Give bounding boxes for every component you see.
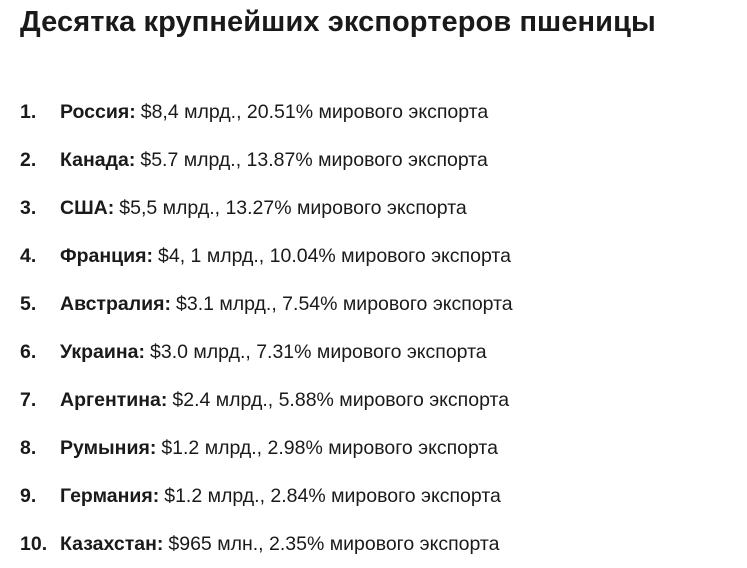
list-item: 1. Россия: $8,4 млрд., 20.51% мирового э… <box>20 88 513 136</box>
item-detail: $5.7 млрд., 13.87% мирового экспорта <box>140 148 488 171</box>
exporters-list: 1. Россия: $8,4 млрд., 20.51% мирового э… <box>20 88 513 568</box>
item-colon: : <box>129 100 136 123</box>
list-item: 9. Германия: $1.2 млрд., 2.84% мирового … <box>20 472 513 520</box>
item-detail: $3.1 млрд., 7.54% мирового экспорта <box>176 292 513 315</box>
list-item: 7. Аргентина: $2.4 млрд., 5.88% мирового… <box>20 376 513 424</box>
item-detail: $1.2 млрд., 2.98% мирового экспорта <box>161 436 498 459</box>
item-colon: : <box>128 148 136 171</box>
item-country: Казахстан <box>60 532 157 555</box>
item-detail: $1.2 млрд., 2.84% мирового экспорта <box>164 484 501 507</box>
page-title: Десятка крупнейших экспортеров пшеницы <box>20 6 656 38</box>
item-colon: : <box>160 388 168 411</box>
item-detail: $4, 1 млрд., 10.04% мирового экспорта <box>158 244 511 267</box>
item-colon: : <box>107 196 115 219</box>
item-detail: $8,4 млрд., 20.51% мирового экспорта <box>140 100 489 123</box>
item-country: Франция <box>60 244 147 267</box>
item-number: 5. <box>20 292 37 315</box>
item-country: Австралия <box>60 292 165 315</box>
item-detail: $965 млн., 2.35% мирового экспорта <box>168 532 500 555</box>
item-colon: : <box>164 292 172 315</box>
item-detail: $2.4 млрд., 5.88% мирового экспорта <box>172 388 510 411</box>
list-item: 3. США: $5,5 млрд., 13.27% мирового эксп… <box>20 184 513 232</box>
item-country: Канада <box>60 148 129 171</box>
item-colon: : <box>152 484 160 507</box>
item-number: 6. <box>20 340 37 363</box>
list-item: 2. Канада: $5.7 млрд., 13.87% мирового э… <box>20 136 513 184</box>
item-country: Аргентина <box>60 388 161 411</box>
item-number: 4. <box>20 244 37 267</box>
item-detail: $5,5 млрд., 13.27% мирового экспорта <box>119 196 467 219</box>
item-country: Украина <box>60 340 139 363</box>
item-detail: $3.0 млрд., 7.31% мирового экспорта <box>150 340 487 363</box>
list-item: 4. Франция: $4, 1 млрд., 10.04% мирового… <box>20 232 513 280</box>
item-country: Германия <box>60 484 153 507</box>
item-number: 2. <box>20 148 37 171</box>
item-number: 10. <box>20 532 48 555</box>
item-colon: : <box>146 244 154 267</box>
item-country: Румыния <box>60 436 150 459</box>
item-number: 7. <box>20 388 37 411</box>
item-number: 9. <box>20 484 37 507</box>
item-colon: : <box>149 436 157 459</box>
item-number: 1. <box>20 100 37 123</box>
list-item: 10. Казахстан: $965 млн., 2.35% мирового… <box>20 520 513 568</box>
list-item: 8. Румыния: $1.2 млрд., 2.98% мирового э… <box>20 424 513 472</box>
list-item: 5. Австралия: $3.1 млрд., 7.54% мирового… <box>20 280 513 328</box>
item-country: Россия <box>60 100 130 123</box>
item-colon: : <box>138 340 146 363</box>
list-item: 6. Украина: $3.0 млрд., 7.31% мирового э… <box>20 328 513 376</box>
document-page: Десятка крупнейших экспортеров пшеницы 1… <box>20 6 656 555</box>
item-number: 8. <box>20 436 37 459</box>
item-number: 3. <box>20 196 37 219</box>
item-colon: : <box>156 532 164 555</box>
item-country: США <box>60 196 108 219</box>
